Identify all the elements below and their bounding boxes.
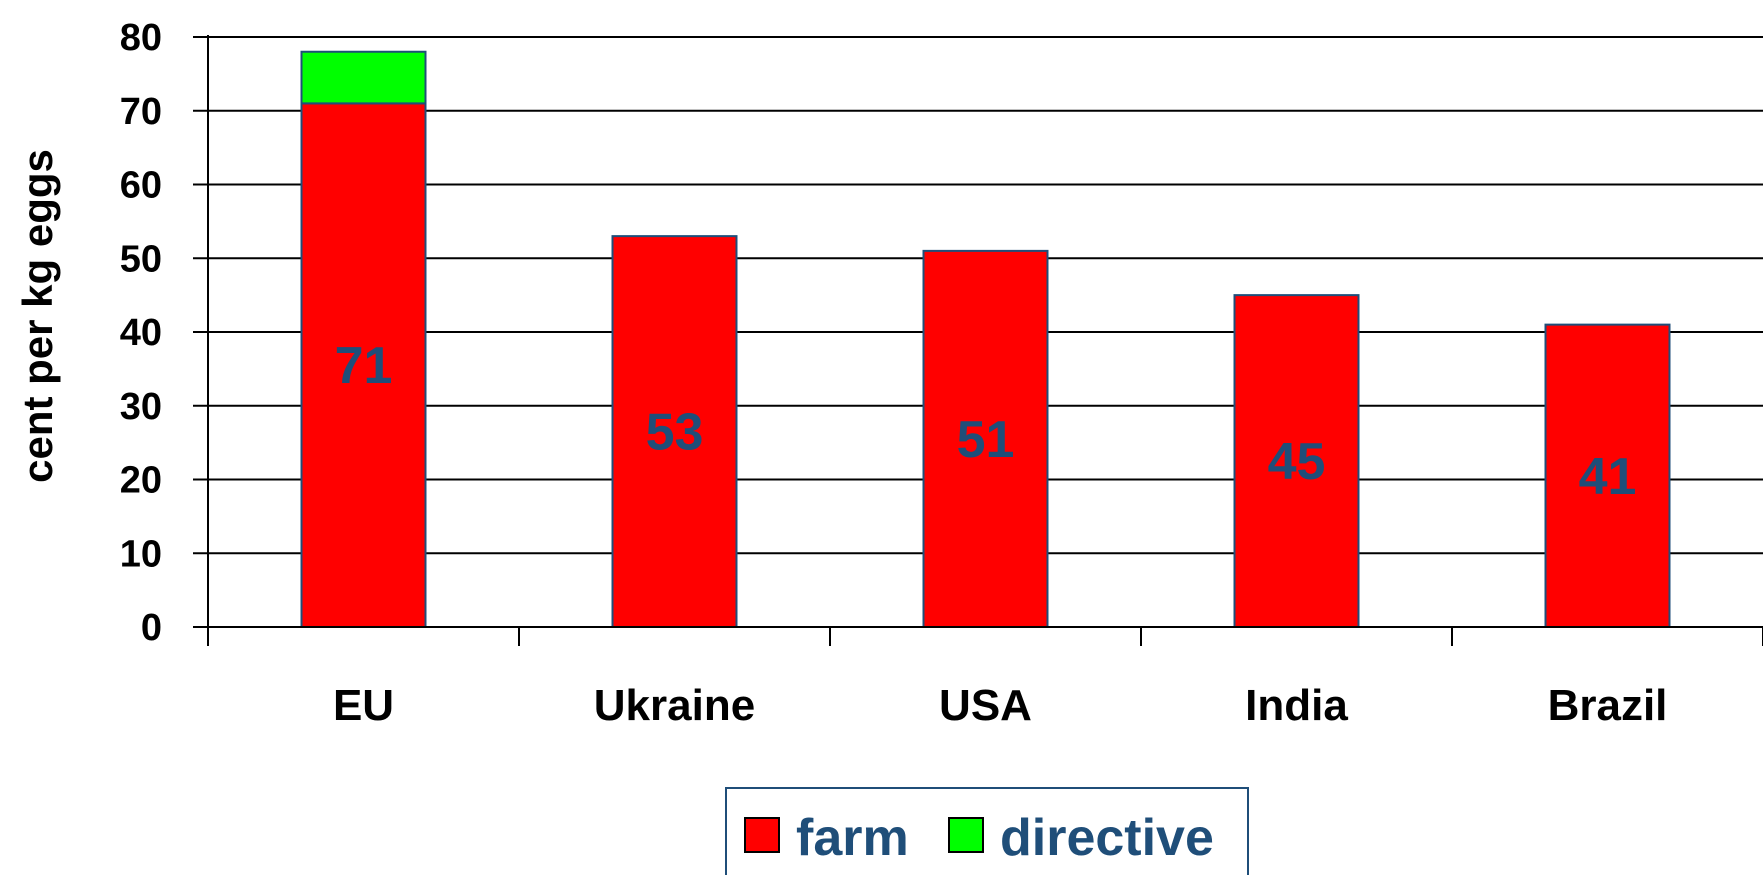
- y-tick-label: 40: [120, 312, 162, 354]
- y-axis-title: cent per kg eggs: [14, 149, 61, 483]
- x-category-label: Brazil: [1548, 681, 1668, 730]
- x-category-label: Ukraine: [594, 681, 755, 730]
- y-tick-label: 80: [120, 17, 162, 59]
- y-tick-labels: 0 10 20 30 40 50 60 70 80: [120, 17, 208, 649]
- y-tick-label: 50: [120, 238, 162, 280]
- data-labels: 71 53 51 45 41: [335, 337, 1637, 506]
- y-tick-label: 0: [141, 607, 162, 649]
- bars: [300, 50, 1671, 628]
- bar-farm-eu: [300, 102, 427, 628]
- y-tick-label: 20: [120, 460, 162, 502]
- data-label: 51: [957, 411, 1015, 469]
- bar-directive-eu: [300, 50, 427, 105]
- bar-farm-brazil: [1544, 323, 1671, 628]
- x-category-labels: EU Ukraine USA India Brazil: [333, 681, 1667, 730]
- bar-farm-india: [1233, 294, 1360, 628]
- y-tick-label: 70: [120, 91, 162, 133]
- data-label: 45: [1268, 433, 1326, 491]
- legend-swatch-directive: [948, 817, 984, 853]
- data-label: 53: [646, 404, 704, 462]
- legend: farm directive: [725, 787, 1249, 875]
- bar-farm-usa: [922, 249, 1049, 628]
- legend-swatch-farm: [744, 817, 780, 853]
- legend-box: [725, 787, 1249, 875]
- legend-label-farm: farm: [796, 809, 909, 867]
- x-category-label: India: [1245, 681, 1348, 730]
- data-label: 41: [1579, 448, 1637, 506]
- y-tick-label: 10: [120, 533, 162, 575]
- legend-label-directive: directive: [1000, 809, 1214, 867]
- y-tick-label: 60: [120, 165, 162, 207]
- data-label: 71: [335, 337, 393, 395]
- y-tick-label: 30: [120, 386, 162, 428]
- bar-farm-ukraine: [611, 235, 738, 628]
- x-category-label: USA: [939, 681, 1032, 730]
- x-category-label: EU: [333, 681, 394, 730]
